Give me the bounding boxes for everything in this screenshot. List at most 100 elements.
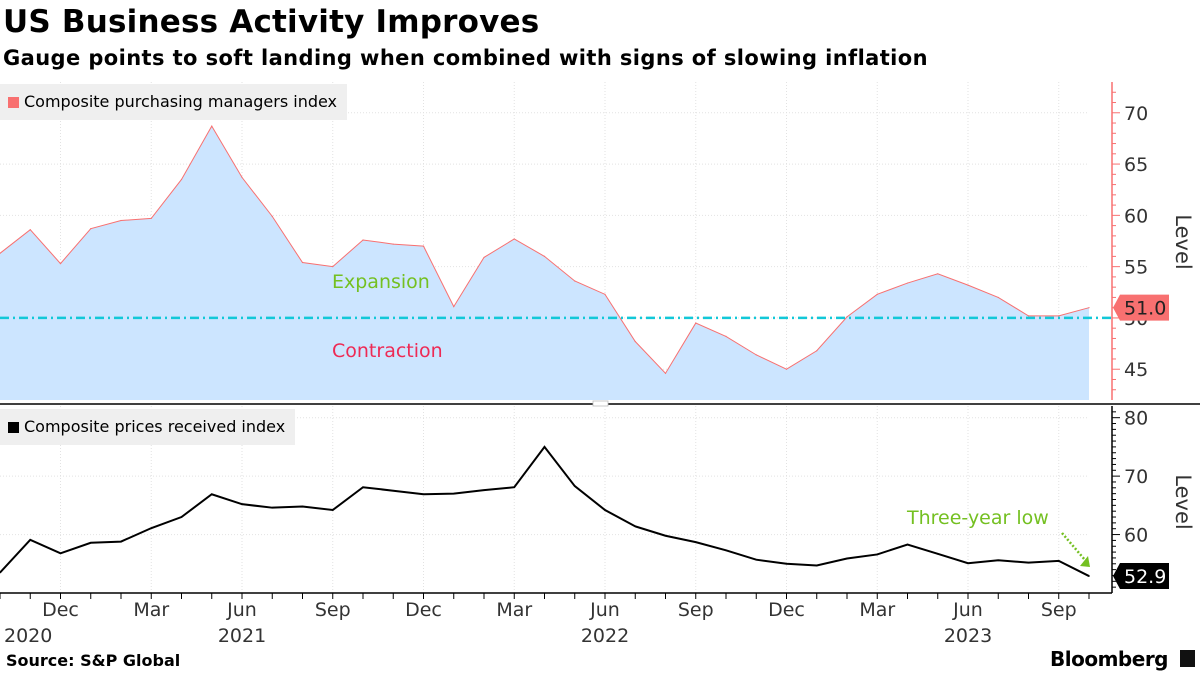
legend-pmi: Composite purchasing managers index	[0, 84, 348, 120]
prices-point	[573, 485, 576, 487]
pmi-point	[906, 282, 909, 284]
pmi-area	[0, 126, 1089, 400]
pmi-point	[785, 368, 788, 370]
prices-point	[1057, 560, 1060, 562]
x-tick-label: Dec	[405, 599, 442, 621]
prices-point	[150, 527, 153, 529]
x-tick-label: Mar	[133, 599, 169, 621]
x-tick-label: Sep	[315, 599, 351, 621]
prices-point	[29, 539, 32, 541]
prices-point	[331, 509, 334, 511]
prices-point	[271, 506, 274, 509]
prices-y-axis-title: Level	[1171, 474, 1195, 529]
x-tick-label: Sep	[678, 599, 714, 621]
pmi-point	[513, 238, 515, 240]
pmi-point	[574, 280, 576, 282]
prices-point	[997, 559, 1000, 562]
pmi-point	[543, 255, 546, 257]
pmi-panel: ExpansionContraction455055606570Level51.…	[0, 82, 1200, 407]
legend-label-prices: Composite prices received index	[24, 417, 286, 436]
prices-point	[634, 525, 637, 528]
pmi-point	[725, 335, 727, 337]
pmi-point	[211, 125, 213, 127]
pmi-point	[29, 229, 31, 231]
prices-point	[362, 486, 364, 489]
pmi-point	[937, 273, 939, 275]
pmi-point	[664, 372, 667, 374]
pmi-point	[876, 293, 878, 295]
pmi-y-tick-label: 65	[1124, 154, 1148, 176]
pmi-point	[422, 245, 425, 247]
annotation-arrow-head-icon	[1080, 556, 1090, 567]
annotation-contraction: Contraction	[332, 340, 443, 362]
x-tick-label: Sep	[1041, 599, 1077, 621]
prices-point	[815, 564, 818, 567]
prices-point	[604, 509, 606, 511]
legend-swatch-pmi	[8, 96, 19, 108]
prices-point	[846, 557, 848, 560]
prices-point	[422, 493, 425, 496]
prices-point	[876, 553, 879, 556]
pmi-point	[0, 252, 1, 254]
x-tick-label: Mar	[496, 599, 532, 621]
legend-swatch-prices	[8, 421, 19, 433]
pmi-point	[241, 176, 243, 178]
pmi-point	[301, 261, 304, 264]
annotation-three-year-low: Three-year low	[906, 507, 1049, 529]
pmi-point	[1027, 315, 1030, 317]
chart-title: US Business Activity Improves	[3, 4, 540, 40]
bloomberg-logo: Bloomberg	[1050, 647, 1168, 671]
prices-point	[543, 446, 546, 448]
pmi-point	[604, 293, 606, 295]
prices-point	[967, 562, 969, 564]
pmi-point	[967, 284, 969, 286]
x-tick-label: Dec	[42, 599, 79, 621]
pmi-point	[816, 350, 818, 352]
x-year-label: 2020	[4, 625, 52, 647]
prices-y-tick-label: 70	[1124, 466, 1148, 488]
prices-point	[664, 534, 667, 537]
bloomberg-mark-icon	[1180, 650, 1195, 667]
prices-point	[483, 489, 485, 491]
x-year-label: 2022	[581, 625, 629, 647]
prices-point	[755, 558, 758, 561]
pmi-point	[332, 266, 334, 268]
prices-point	[513, 486, 516, 489]
pmi-point	[1088, 307, 1090, 309]
prices-last-value-label: 52.9	[1124, 566, 1166, 588]
prices-point	[0, 571, 1, 574]
prices-point	[1027, 561, 1030, 564]
x-tick-label: Jun	[226, 599, 257, 621]
x-axis: Dec Mar Jun Sep Dec Mar Jun Sep Dec Mar Jun Sep 2020…	[0, 592, 1112, 647]
legend-prices: Composite prices received index	[0, 409, 296, 445]
x-tick-label: Mar	[859, 599, 895, 621]
pmi-last-value-label: 51.0	[1124, 298, 1166, 320]
pmi-point	[59, 262, 62, 265]
pmi-point	[271, 215, 273, 217]
source-note: Source: S&P Global	[6, 651, 181, 670]
prices-point	[180, 516, 183, 518]
prices-point	[120, 540, 122, 543]
pmi-point	[846, 316, 848, 318]
pmi-point	[392, 243, 394, 245]
x-tick-label: Dec	[768, 599, 805, 621]
pmi-point	[1058, 315, 1060, 317]
prices-last-value-badge	[1113, 563, 1169, 590]
x-year-label: 2023	[944, 625, 992, 647]
prices-point	[906, 543, 909, 546]
chart-subtitle: Gauge points to soft landing when combin…	[3, 46, 928, 70]
pmi-point	[634, 340, 636, 343]
panel-divider-handle	[592, 400, 609, 407]
x-tick-label: Jun	[952, 599, 983, 621]
prices-y-tick-label: 60	[1124, 525, 1148, 547]
prices-point	[452, 492, 455, 495]
pmi-y-tick-label: 55	[1124, 257, 1148, 279]
prices-point	[59, 552, 62, 555]
pmi-point	[755, 354, 757, 356]
prices-point	[785, 562, 788, 565]
prices-point	[210, 493, 213, 496]
pmi-point	[180, 178, 183, 181]
pmi-point	[997, 296, 999, 299]
x-year-label: 2021	[218, 625, 266, 647]
